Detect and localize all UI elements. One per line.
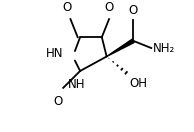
Text: NH: NH (68, 78, 86, 91)
Text: O: O (104, 1, 114, 14)
Text: O: O (54, 95, 63, 108)
Text: NH₂: NH₂ (152, 42, 175, 55)
Text: O: O (129, 4, 138, 17)
Text: OH: OH (130, 77, 148, 90)
Text: O: O (62, 1, 71, 14)
Polygon shape (107, 39, 134, 56)
Text: HN: HN (46, 47, 64, 60)
